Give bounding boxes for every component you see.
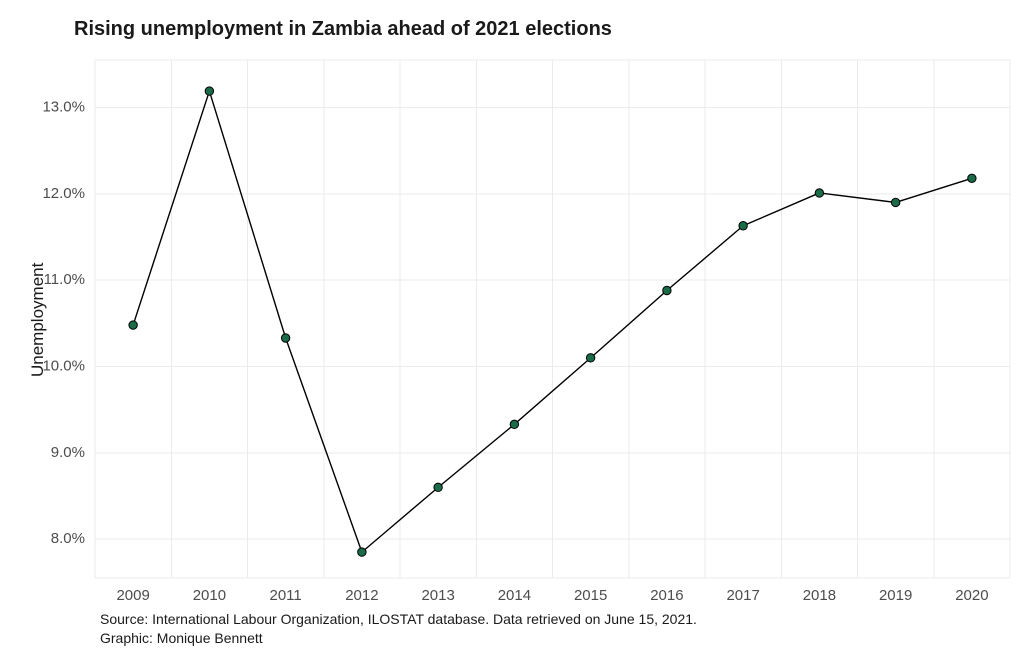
data-point (663, 286, 671, 294)
data-point (434, 483, 442, 491)
y-tick-label: 8.0% (51, 530, 85, 547)
x-tick-label: 2013 (421, 587, 454, 604)
y-tick-label: 12.0% (42, 185, 85, 202)
x-tick-label: 2015 (574, 587, 607, 604)
data-point (358, 548, 366, 556)
data-point (739, 222, 747, 230)
y-axis-label: Unemployment (28, 262, 48, 376)
x-tick-label: 2018 (803, 587, 836, 604)
x-tick-label: 2014 (498, 587, 531, 604)
x-tick-label: 2011 (269, 587, 301, 604)
data-point (205, 87, 213, 95)
caption-source: Source: International Labour Organizatio… (100, 610, 697, 629)
data-point (281, 334, 289, 342)
x-tick-label: 2012 (345, 587, 378, 604)
y-tick-label: 10.0% (42, 357, 85, 374)
data-point (510, 420, 518, 428)
chart-svg: 8.0% 9.0% 10.0% 11.0% 12.0% 13.0% 2009 2010 2011… (0, 0, 1024, 653)
caption-graphic: Graphic: Monique Bennett (100, 629, 697, 648)
chart-caption: Source: International Labour Organizatio… (100, 610, 697, 648)
x-tick-label: 2010 (193, 587, 226, 604)
y-tick-label: 13.0% (42, 98, 85, 115)
data-point (968, 174, 976, 182)
x-tick-label: 2016 (650, 587, 683, 604)
data-point (129, 321, 137, 329)
x-tick-label: 2020 (955, 587, 988, 604)
x-tick-label: 2017 (726, 587, 759, 604)
data-point (891, 198, 899, 206)
x-tick-label: 2019 (879, 587, 912, 604)
data-point (815, 189, 823, 197)
y-tick-label: 9.0% (51, 444, 85, 461)
data-point (586, 354, 594, 362)
y-tick-label: 11.0% (44, 271, 85, 288)
chart-container: { "chart": { "type": "line", "title": "R… (0, 0, 1024, 653)
x-tick-label: 2009 (116, 587, 149, 604)
chart-title: Rising unemployment in Zambia ahead of 2… (74, 18, 612, 41)
